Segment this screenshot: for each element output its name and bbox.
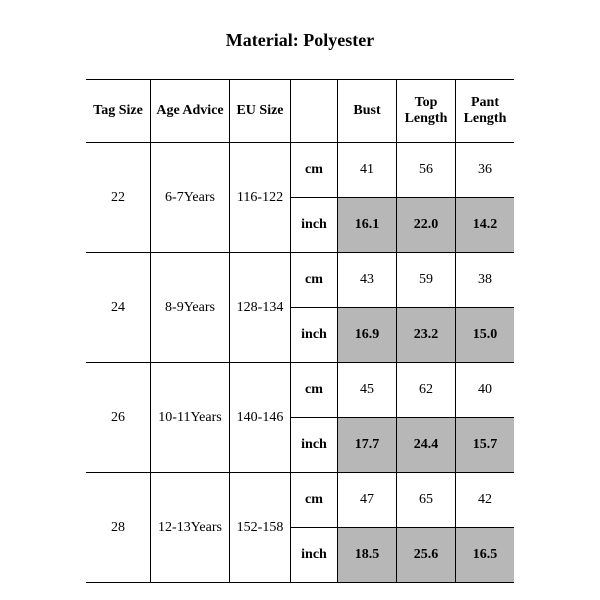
cell-top-inch: 25.6 <box>397 528 456 583</box>
cell-pant-cm: 42 <box>456 473 515 528</box>
cell-bust-inch: 16.1 <box>338 198 397 253</box>
cell-top-inch: 23.2 <box>397 308 456 363</box>
cell-unit-cm: cm <box>291 143 338 198</box>
cell-bust-inch: 18.5 <box>338 528 397 583</box>
table-row: 22 6-7Years 116-122 cm 41 56 36 <box>86 143 514 198</box>
cell-pant-inch: 15.7 <box>456 418 515 473</box>
cell-age-advice: 6-7Years <box>151 143 230 253</box>
cell-eu-size: 152-158 <box>230 473 291 583</box>
cell-unit-cm: cm <box>291 473 338 528</box>
header-tag-size: Tag Size <box>86 80 151 143</box>
cell-top-cm: 65 <box>397 473 456 528</box>
cell-unit-inch: inch <box>291 418 338 473</box>
cell-pant-inch: 14.2 <box>456 198 515 253</box>
cell-tag-size: 22 <box>86 143 151 253</box>
header-row: Tag Size Age Advice EU Size Bust Top Len… <box>86 80 514 143</box>
cell-tag-size: 24 <box>86 253 151 363</box>
cell-unit-inch: inch <box>291 528 338 583</box>
header-unit <box>291 80 338 143</box>
header-age-advice: Age Advice <box>151 80 230 143</box>
cell-unit-cm: cm <box>291 253 338 308</box>
size-table: Tag Size Age Advice EU Size Bust Top Len… <box>86 79 514 583</box>
header-bust: Bust <box>338 80 397 143</box>
cell-unit-inch: inch <box>291 198 338 253</box>
cell-pant-cm: 36 <box>456 143 515 198</box>
cell-eu-size: 140-146 <box>230 363 291 473</box>
cell-top-cm: 56 <box>397 143 456 198</box>
cell-pant-cm: 40 <box>456 363 515 418</box>
cell-eu-size: 128-134 <box>230 253 291 363</box>
cell-pant-inch: 15.0 <box>456 308 515 363</box>
cell-unit-inch: inch <box>291 308 338 363</box>
cell-bust-cm: 43 <box>338 253 397 308</box>
table-row: 28 12-13Years 152-158 cm 47 65 42 <box>86 473 514 528</box>
table-row: 24 8-9Years 128-134 cm 43 59 38 <box>86 253 514 308</box>
cell-age-advice: 8-9Years <box>151 253 230 363</box>
material-title: Material: Polyester <box>0 30 600 51</box>
cell-tag-size: 28 <box>86 473 151 583</box>
cell-top-cm: 62 <box>397 363 456 418</box>
cell-bust-cm: 45 <box>338 363 397 418</box>
cell-bust-cm: 47 <box>338 473 397 528</box>
cell-pant-cm: 38 <box>456 253 515 308</box>
header-eu-size: EU Size <box>230 80 291 143</box>
size-table-body: 22 6-7Years 116-122 cm 41 56 36 inch 16.… <box>86 143 514 583</box>
size-chart-page: Material: Polyester Tag Size Age Advice … <box>0 0 600 600</box>
cell-tag-size: 26 <box>86 363 151 473</box>
cell-top-inch: 24.4 <box>397 418 456 473</box>
cell-pant-inch: 16.5 <box>456 528 515 583</box>
cell-bust-inch: 17.7 <box>338 418 397 473</box>
cell-top-cm: 59 <box>397 253 456 308</box>
cell-unit-cm: cm <box>291 363 338 418</box>
cell-eu-size: 116-122 <box>230 143 291 253</box>
cell-top-inch: 22.0 <box>397 198 456 253</box>
cell-age-advice: 10-11Years <box>151 363 230 473</box>
cell-age-advice: 12-13Years <box>151 473 230 583</box>
header-top-length: Top Length <box>397 80 456 143</box>
header-pant-length: Pant Length <box>456 80 515 143</box>
cell-bust-cm: 41 <box>338 143 397 198</box>
table-row: 26 10-11Years 140-146 cm 45 62 40 <box>86 363 514 418</box>
cell-bust-inch: 16.9 <box>338 308 397 363</box>
